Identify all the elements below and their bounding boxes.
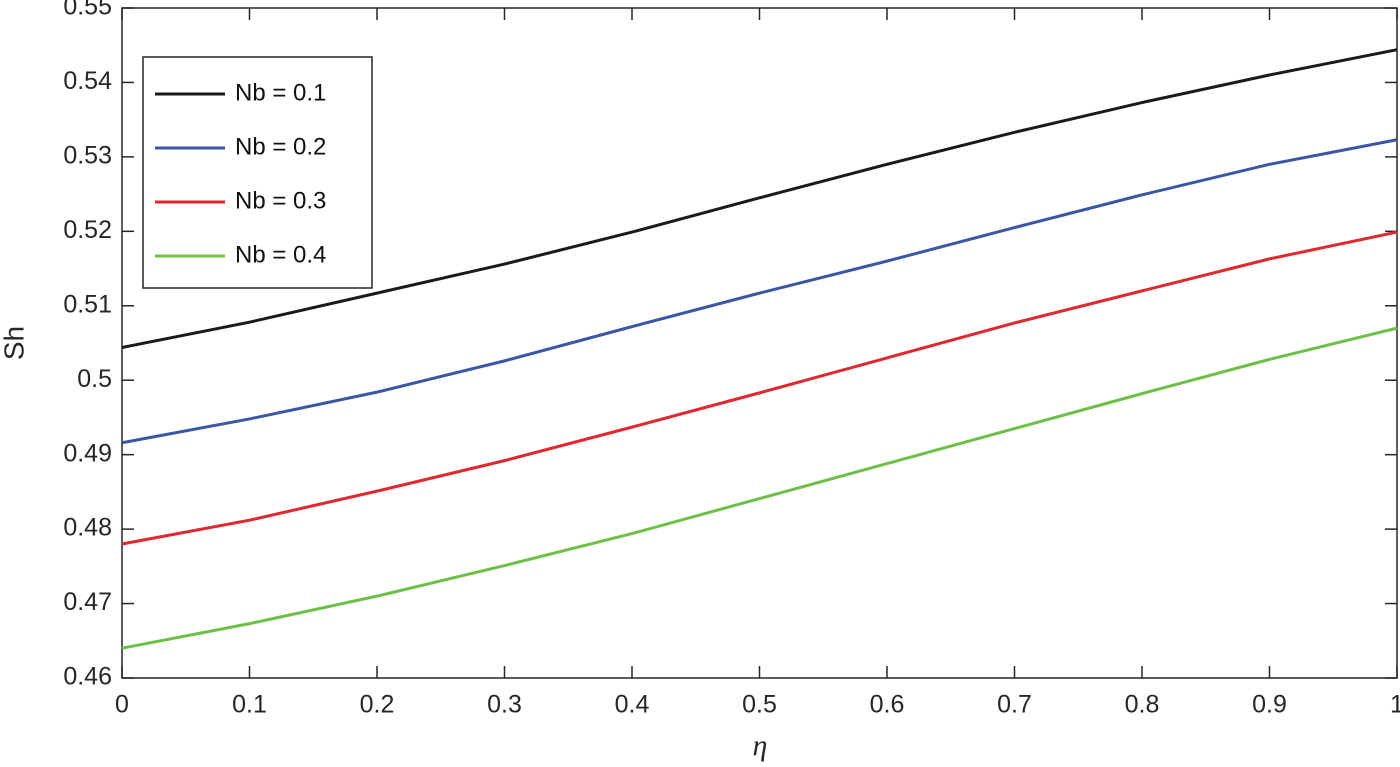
- x-tick-label: 0.7: [997, 691, 1032, 719]
- y-tick-label: 0.54: [63, 67, 112, 95]
- x-tick-label: 0.5: [742, 691, 777, 719]
- series-line: [121, 230, 1398, 546]
- series-line: [121, 48, 1398, 349]
- y-axis-label: Sh: [0, 326, 29, 360]
- series-line: [121, 138, 1398, 445]
- series-line: [121, 326, 1398, 650]
- x-tick-label: 0.2: [360, 691, 395, 719]
- legend-label: Nb = 0.4: [235, 241, 326, 268]
- x-tick-label: 0.6: [870, 691, 905, 719]
- y-tick-label: 0.47: [63, 588, 112, 616]
- x-tick-label: 0: [115, 691, 129, 719]
- y-tick-label: 0.49: [63, 439, 112, 467]
- y-tick-label: 0.53: [63, 141, 112, 169]
- x-tick-label: 0.4: [615, 691, 650, 719]
- x-tick-label: 1: [1390, 691, 1400, 719]
- legend-label: Nb = 0.1: [235, 79, 326, 106]
- y-tick-label: 0.5: [77, 365, 112, 393]
- y-tick-label: 0.48: [63, 514, 112, 542]
- y-tick-label: 0.51: [63, 290, 112, 318]
- x-tick-label: 0.8: [1125, 691, 1160, 719]
- x-tick-label: 0.3: [487, 691, 522, 719]
- y-tick-label: 0.46: [63, 663, 112, 691]
- legend-label: Nb = 0.2: [235, 133, 326, 160]
- legend-label: Nb = 0.3: [235, 187, 326, 214]
- x-axis-label: η: [753, 729, 768, 762]
- y-tick-label: 0.52: [63, 216, 112, 244]
- y-tick-label: 0.55: [63, 0, 112, 21]
- x-tick-label: 0.1: [232, 691, 267, 719]
- x-tick-label: 0.9: [1252, 691, 1287, 719]
